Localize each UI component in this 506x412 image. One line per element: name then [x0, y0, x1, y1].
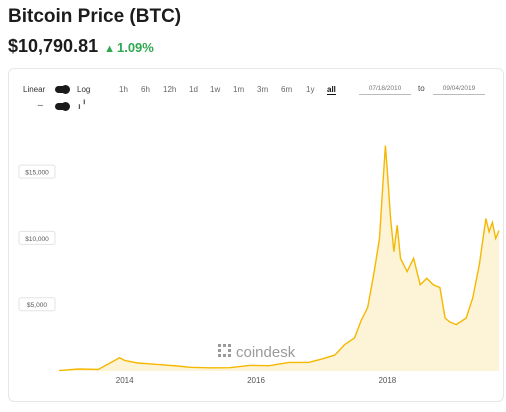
line-chart-icon[interactable]: ∼ — [37, 101, 44, 110]
y-tick-label: $10,000 — [25, 236, 49, 243]
y-tick: $15,000 — [18, 164, 56, 179]
y-tick-label: $15,000 — [25, 170, 49, 177]
chart-card: Linear Log ∼ ╻╹ 1h 6h 12h 1d 1w 1m 3m 6m… — [8, 68, 504, 402]
coindesk-watermark: coindesk — [218, 344, 296, 361]
scale-log-label[interactable]: Log — [77, 85, 91, 94]
price-change-value: 1.09% — [116, 40, 154, 55]
from-date-input[interactable] — [359, 82, 411, 95]
x-tick-label: 2014 — [116, 376, 134, 385]
price-area-fill — [59, 145, 499, 371]
range-12h[interactable]: 12h — [163, 85, 177, 94]
up-arrow-icon: ▲ — [104, 43, 115, 55]
y-tick: $10,000 — [18, 230, 56, 245]
watermark-text: coindesk — [236, 344, 296, 361]
scale-linear-label[interactable]: Linear — [23, 85, 46, 94]
chart-controls: Linear Log ∼ ╻╹ 1h 6h 12h 1d 1w 1m 3m 6m… — [9, 69, 503, 119]
price-line — [58, 145, 500, 372]
y-axis: $5,000 $10,000 $15,000 — [18, 164, 56, 312]
y-tick-box — [18, 230, 56, 245]
range-1y[interactable]: 1y — [306, 85, 315, 94]
range-all[interactable]: all — [327, 85, 336, 95]
price-change-badge: ▲ 1.09% — [104, 40, 154, 55]
range-3m[interactable]: 3m — [257, 85, 269, 94]
y-tick-box — [18, 297, 56, 312]
coindesk-logo-icon — [218, 344, 231, 357]
x-axis: 2014 2016 2018 — [116, 376, 397, 385]
to-label: to — [418, 84, 425, 93]
range-6m[interactable]: 6m — [281, 85, 293, 94]
range-1h[interactable]: 1h — [119, 85, 128, 94]
page-title: Bitcoin Price (BTC) — [8, 6, 182, 27]
y-tick-label: $5,000 — [27, 302, 47, 309]
price-chart: $5,000$10,000$15,000 coindesk 2014 2016 20… — [18, 145, 500, 385]
scale-toggle[interactable] — [55, 85, 70, 94]
range-6h[interactable]: 6h — [141, 85, 150, 94]
x-tick-label: 2016 — [247, 376, 265, 385]
to-date-input[interactable] — [433, 82, 485, 95]
chart-type-toggle[interactable] — [55, 102, 70, 111]
range-1w[interactable]: 1w — [210, 85, 221, 94]
current-price: $10,790.81 — [8, 36, 99, 56]
y-tick: $5,000 — [18, 297, 56, 312]
price-row: $10,790.81 ▲ 1.09% — [8, 36, 154, 57]
y-tick-box — [18, 164, 56, 179]
x-tick-label: 2018 — [378, 376, 396, 385]
range-1d[interactable]: 1d — [189, 85, 198, 94]
candlestick-icon[interactable]: ╻╹ — [77, 100, 87, 109]
range-1m[interactable]: 1m — [233, 85, 245, 94]
